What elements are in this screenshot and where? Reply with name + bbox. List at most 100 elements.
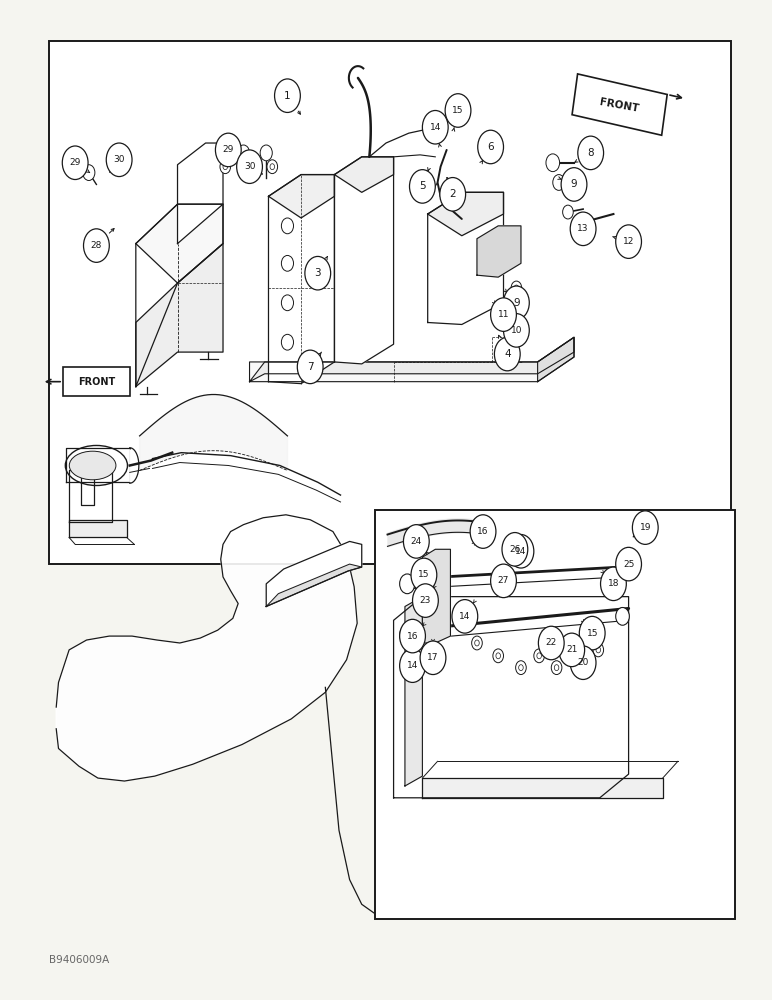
Text: 6: 6 [487,142,494,152]
Circle shape [596,647,601,653]
Text: 19: 19 [639,523,651,532]
Circle shape [220,160,231,174]
Text: 10: 10 [510,326,522,335]
Text: 7: 7 [307,362,313,372]
Circle shape [491,298,516,331]
Circle shape [475,640,479,646]
Text: 23: 23 [420,596,431,605]
Text: 1: 1 [284,91,291,101]
Circle shape [546,154,560,172]
Circle shape [281,218,293,234]
Circle shape [83,229,110,262]
Ellipse shape [69,451,116,480]
Text: 5: 5 [419,181,425,191]
Circle shape [420,641,446,675]
Circle shape [260,145,273,161]
Text: 29: 29 [69,158,81,167]
Polygon shape [405,597,422,786]
Circle shape [445,94,471,127]
Polygon shape [334,157,394,364]
Polygon shape [136,244,223,387]
Circle shape [632,511,659,544]
Text: 14: 14 [429,123,441,132]
Polygon shape [266,541,362,606]
Polygon shape [136,204,223,387]
Circle shape [470,515,496,548]
Polygon shape [334,157,394,192]
Text: 30: 30 [113,155,125,164]
Circle shape [551,661,562,675]
Circle shape [511,298,516,304]
Text: 14: 14 [407,661,418,670]
Circle shape [493,649,503,663]
Text: 14: 14 [515,547,527,556]
Polygon shape [140,395,287,470]
Circle shape [281,334,293,350]
Circle shape [538,626,564,660]
Text: 30: 30 [244,162,256,171]
Circle shape [223,164,228,170]
Circle shape [579,616,605,650]
Polygon shape [269,175,334,384]
Text: 11: 11 [498,310,510,319]
Circle shape [616,547,642,581]
Circle shape [422,110,449,144]
Circle shape [519,665,523,671]
Text: 15: 15 [452,106,464,115]
Circle shape [508,535,533,568]
Circle shape [270,164,275,170]
Circle shape [491,564,516,598]
Polygon shape [428,192,503,324]
Circle shape [616,607,629,625]
Circle shape [514,285,519,291]
Polygon shape [69,470,112,522]
Circle shape [281,255,293,271]
Circle shape [238,145,249,161]
Text: FRONT: FRONT [599,97,640,114]
Text: B9406009A: B9406009A [49,955,109,965]
Text: 26: 26 [510,545,520,554]
Bar [49,41,731,564]
Text: 17: 17 [427,653,438,662]
Polygon shape [269,175,334,218]
FancyBboxPatch shape [63,367,130,396]
Circle shape [215,133,241,167]
Circle shape [506,312,511,318]
Circle shape [494,337,520,371]
Circle shape [400,625,415,645]
Text: 16: 16 [477,527,489,536]
Circle shape [472,636,482,650]
Circle shape [572,651,582,665]
Polygon shape [477,226,521,277]
Circle shape [616,225,642,258]
Circle shape [577,213,591,231]
Text: 12: 12 [623,237,635,246]
Circle shape [577,136,604,170]
Circle shape [297,350,323,384]
Text: 14: 14 [459,612,470,621]
Polygon shape [249,337,574,382]
Circle shape [502,533,528,566]
Circle shape [563,205,574,219]
Ellipse shape [66,445,127,486]
Circle shape [533,649,544,663]
Bar [374,510,735,919]
Polygon shape [422,549,450,643]
Circle shape [553,175,565,190]
Polygon shape [422,778,662,798]
Circle shape [83,165,95,181]
Text: 24: 24 [411,537,422,546]
Circle shape [478,130,503,164]
Circle shape [516,661,527,675]
Text: 16: 16 [407,632,418,641]
Text: 29: 29 [222,145,234,154]
Text: 22: 22 [546,638,557,647]
Text: 18: 18 [608,579,619,588]
Text: 28: 28 [91,241,102,250]
Circle shape [305,256,330,290]
Circle shape [281,295,293,311]
Text: 15: 15 [587,629,598,638]
Circle shape [411,558,437,592]
Polygon shape [56,515,357,781]
Text: 9: 9 [571,179,577,189]
